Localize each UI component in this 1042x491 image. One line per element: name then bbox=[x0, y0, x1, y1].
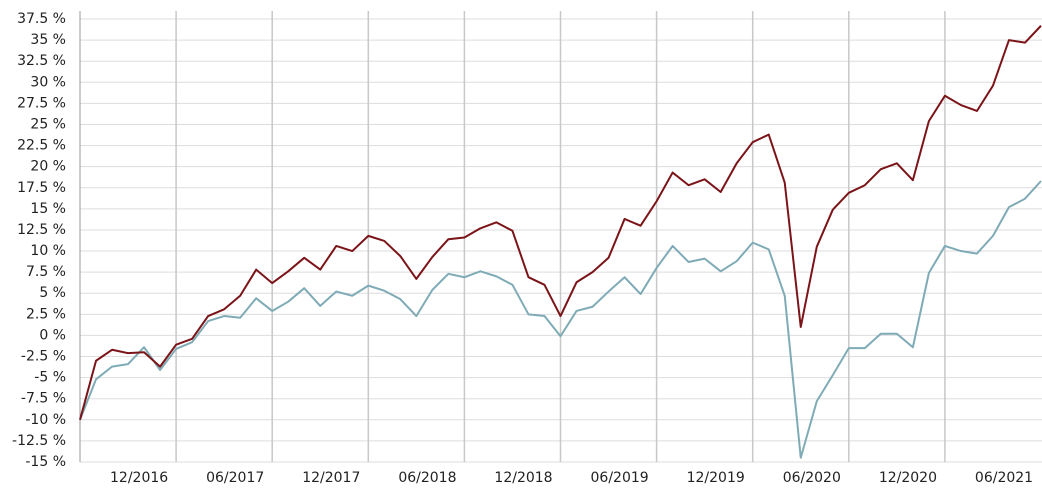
y-tick-label: 20 % bbox=[30, 159, 66, 175]
y-tick-label: -7.5 % bbox=[21, 391, 66, 407]
x-tick-label: 12/2018 bbox=[494, 470, 552, 486]
data-line bbox=[79, 180, 1042, 459]
y-tick-label: 0 % bbox=[39, 327, 66, 343]
y-tick-label: 12.5 % bbox=[17, 222, 66, 238]
x-tick-label: 06/2018 bbox=[398, 470, 456, 486]
y-tick-label: 27.5 % bbox=[17, 95, 66, 111]
x-tick-label: 12/2020 bbox=[879, 470, 937, 486]
y-tick-label: 25 % bbox=[30, 116, 66, 132]
y-tick-label: -15 % bbox=[25, 454, 66, 470]
y-tick-label: 15 % bbox=[30, 201, 66, 217]
x-tick-label: 12/2017 bbox=[302, 470, 360, 486]
y-tick-label: 2.5 % bbox=[26, 306, 66, 322]
y-tick-label: 17.5 % bbox=[17, 180, 66, 196]
y-tick-label: -10 % bbox=[25, 412, 66, 428]
y-tick-label: 10 % bbox=[30, 243, 66, 259]
y-tick-label: -12.5 % bbox=[12, 433, 66, 449]
y-tick-label: 30 % bbox=[30, 74, 66, 90]
y-tick-label: 7.5 % bbox=[26, 264, 66, 280]
x-tick-label: 06/2021 bbox=[975, 470, 1033, 486]
x-tick-label: 12/2019 bbox=[687, 470, 745, 486]
y-tick-label: 5 % bbox=[39, 285, 66, 301]
y-tick-label: 32.5 % bbox=[17, 53, 66, 69]
y-tick-label: -5 % bbox=[34, 370, 66, 386]
y-tick-label: 22.5 % bbox=[17, 138, 66, 154]
x-tick-label: 06/2017 bbox=[206, 470, 264, 486]
data-line bbox=[79, 25, 1042, 421]
x-tick-label: 06/2019 bbox=[591, 470, 649, 486]
y-tick-label: 35 % bbox=[30, 32, 66, 48]
y-tick-label: 37.5 % bbox=[17, 11, 66, 27]
y-tick-label: -2.5 % bbox=[21, 349, 66, 365]
x-tick-label: 12/2016 bbox=[110, 470, 168, 486]
x-tick-label: 06/2020 bbox=[783, 470, 841, 486]
